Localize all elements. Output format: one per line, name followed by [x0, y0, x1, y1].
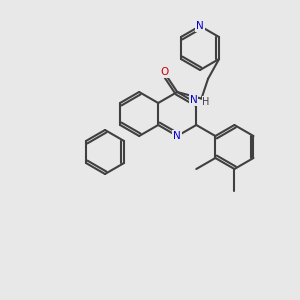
Text: O: O [160, 67, 168, 77]
Text: N: N [173, 131, 181, 141]
Text: N: N [196, 21, 204, 31]
Text: N: N [190, 94, 197, 105]
Text: H: H [202, 97, 210, 106]
